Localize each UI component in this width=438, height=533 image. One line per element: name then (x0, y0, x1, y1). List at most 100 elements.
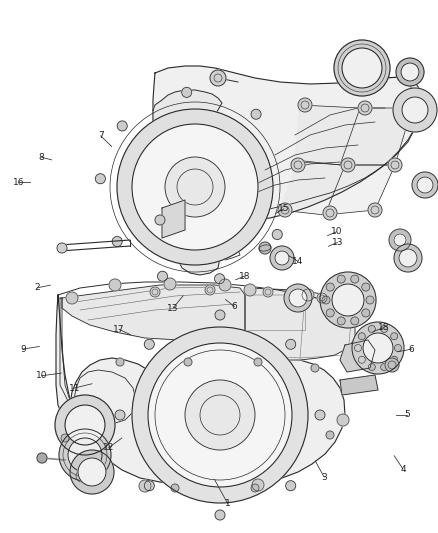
Circle shape (389, 229, 411, 251)
Text: 2: 2 (35, 284, 40, 292)
Circle shape (144, 340, 154, 349)
Circle shape (112, 237, 122, 246)
Circle shape (244, 284, 256, 296)
Circle shape (332, 284, 364, 316)
Text: 16: 16 (13, 178, 24, 187)
Circle shape (391, 333, 398, 340)
Circle shape (395, 344, 402, 351)
Circle shape (394, 234, 406, 246)
Circle shape (116, 358, 124, 366)
Circle shape (57, 243, 67, 253)
Circle shape (284, 284, 312, 312)
Circle shape (366, 296, 374, 304)
Circle shape (368, 326, 375, 333)
Circle shape (263, 287, 273, 297)
Circle shape (219, 279, 231, 291)
Text: 18: 18 (378, 324, 389, 332)
Circle shape (185, 380, 255, 450)
Text: 13: 13 (167, 304, 179, 312)
Circle shape (337, 414, 349, 426)
Circle shape (132, 124, 258, 250)
Text: 11: 11 (69, 384, 80, 392)
Circle shape (399, 249, 417, 267)
Circle shape (344, 304, 356, 316)
Text: 18: 18 (239, 272, 250, 280)
Text: 5: 5 (404, 410, 410, 419)
Circle shape (96, 468, 104, 476)
Circle shape (115, 410, 125, 420)
Circle shape (286, 481, 296, 491)
Circle shape (259, 242, 271, 254)
Polygon shape (162, 200, 185, 238)
Circle shape (289, 289, 307, 307)
Polygon shape (340, 340, 375, 372)
Circle shape (342, 48, 382, 88)
Text: 6: 6 (231, 302, 237, 311)
Circle shape (385, 358, 399, 372)
Circle shape (323, 206, 337, 220)
Circle shape (278, 203, 292, 217)
Polygon shape (245, 288, 355, 365)
Circle shape (315, 410, 325, 420)
Circle shape (368, 203, 382, 217)
Circle shape (66, 292, 78, 304)
Circle shape (215, 274, 225, 284)
Polygon shape (295, 105, 360, 165)
Circle shape (291, 158, 305, 172)
Circle shape (150, 287, 160, 297)
Circle shape (148, 343, 292, 487)
Polygon shape (340, 108, 412, 165)
Circle shape (65, 405, 105, 445)
Circle shape (326, 431, 334, 439)
Circle shape (61, 434, 69, 442)
Circle shape (155, 215, 165, 225)
Circle shape (352, 322, 404, 374)
Circle shape (401, 63, 419, 81)
Circle shape (286, 340, 296, 349)
Polygon shape (340, 375, 378, 395)
Circle shape (132, 327, 308, 503)
Circle shape (165, 157, 225, 217)
Circle shape (76, 470, 88, 482)
Text: 15: 15 (278, 205, 290, 213)
Circle shape (351, 275, 359, 283)
Circle shape (182, 87, 192, 98)
Polygon shape (153, 90, 222, 275)
Circle shape (144, 481, 154, 491)
Circle shape (68, 438, 102, 472)
Circle shape (393, 88, 437, 132)
Text: 12: 12 (103, 443, 114, 452)
Circle shape (412, 172, 438, 198)
Text: 14: 14 (292, 257, 304, 265)
Circle shape (381, 326, 388, 333)
Circle shape (109, 279, 121, 291)
Circle shape (164, 278, 176, 290)
Circle shape (254, 358, 262, 366)
Text: 13: 13 (332, 238, 343, 247)
Text: 9: 9 (20, 345, 26, 353)
Circle shape (337, 275, 345, 283)
Circle shape (320, 272, 376, 328)
Circle shape (341, 158, 355, 172)
Text: 1: 1 (225, 499, 231, 508)
Circle shape (302, 289, 314, 301)
Polygon shape (325, 165, 395, 215)
Circle shape (394, 244, 422, 272)
Circle shape (351, 317, 359, 325)
Circle shape (358, 333, 365, 340)
Circle shape (311, 364, 319, 372)
Circle shape (210, 70, 226, 86)
Circle shape (252, 479, 264, 491)
Circle shape (78, 458, 106, 486)
Circle shape (59, 429, 111, 481)
Circle shape (117, 121, 127, 131)
Circle shape (362, 309, 370, 317)
Circle shape (362, 283, 370, 291)
Circle shape (95, 174, 106, 184)
Circle shape (358, 356, 365, 364)
Circle shape (326, 309, 334, 317)
Circle shape (358, 101, 372, 115)
Text: 10: 10 (331, 228, 342, 236)
Circle shape (396, 58, 424, 86)
Circle shape (37, 453, 47, 463)
